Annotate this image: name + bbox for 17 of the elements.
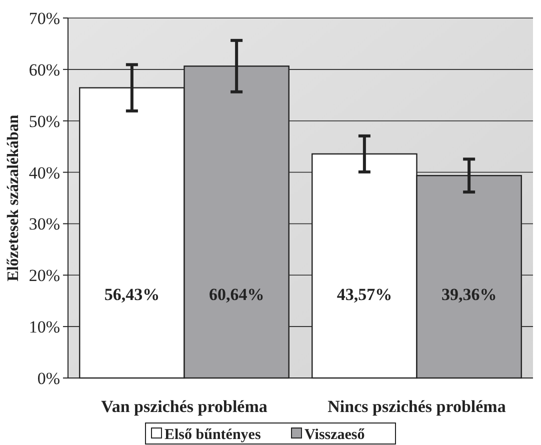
data-label: 60,64% — [208, 285, 264, 304]
y-tick-label: 40% — [28, 163, 60, 182]
x-tick-label: Nincs pszichés probléma — [328, 397, 506, 416]
y-tick-label: 0% — [37, 369, 60, 388]
y-tick-label: 10% — [28, 318, 60, 337]
legend-label: Visszaeső — [304, 427, 366, 443]
x-tick-label: Van pszichés probléma — [101, 397, 268, 416]
y-axis-title: Előzetesek százalékában — [5, 114, 22, 282]
y-tick-label: 70% — [28, 9, 60, 28]
data-label: 43,57% — [336, 285, 392, 304]
y-tick-label: 60% — [28, 60, 60, 80]
legend-label: Első bűntényes — [164, 427, 261, 443]
y-tick-label: 20% — [28, 266, 60, 286]
data-label: 39,36% — [441, 285, 497, 304]
y-tick-label: 50% — [28, 112, 60, 131]
y-tick-label: 30% — [28, 214, 60, 234]
data-label: 56,43% — [104, 285, 160, 304]
